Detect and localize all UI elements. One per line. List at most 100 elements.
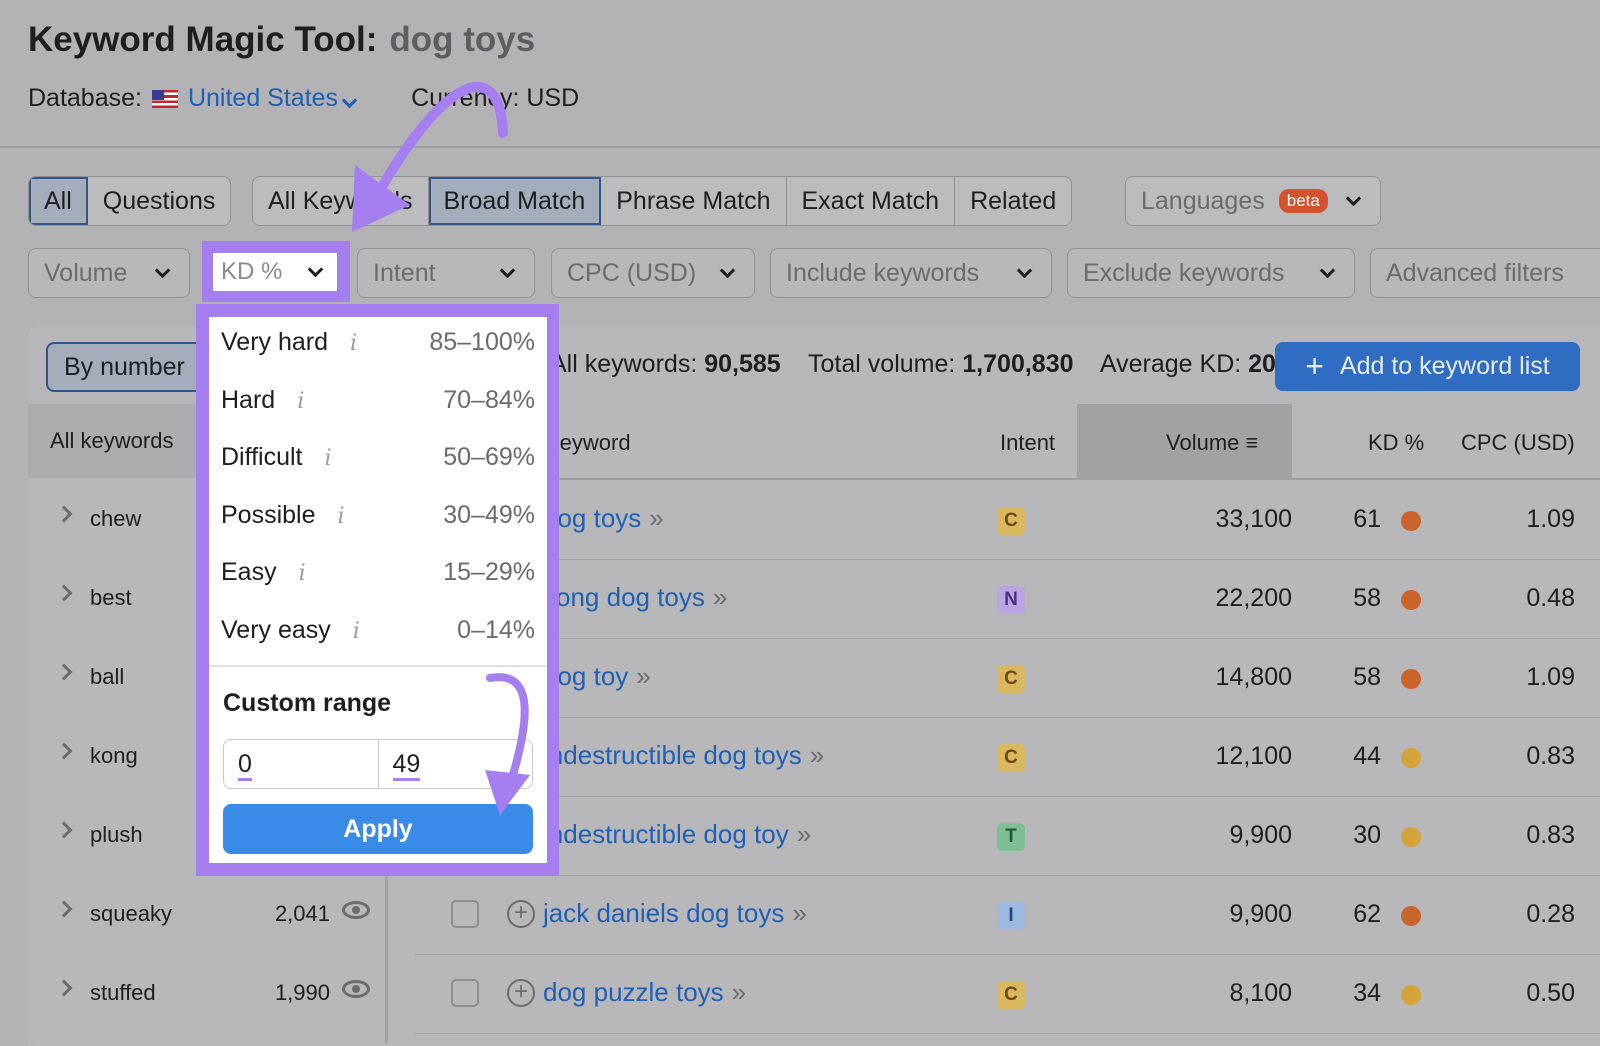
chevron-right-icon — [55, 821, 73, 839]
tab-broad-match[interactable]: Broad Match — [428, 177, 602, 225]
exclude-keywords-filter[interactable]: Exclude keywords — [1067, 248, 1355, 298]
table-row: + jack daniels dog toys» I 9,900 62 0.28 — [415, 876, 1600, 955]
chevron-right-icon — [55, 505, 73, 523]
apply-button[interactable]: Apply — [223, 804, 533, 854]
sidebar-item[interactable]: best — [28, 579, 388, 619]
keyword-link[interactable]: jack daniels dog toys» — [543, 898, 807, 928]
database-row: Database: United States Currency: USD — [28, 84, 579, 113]
kd-cell: 44 — [1353, 742, 1381, 770]
double-chevron-icon: » — [796, 819, 812, 849]
keyword-link[interactable]: indestructible dog toys» — [543, 740, 825, 770]
volume-cell: 8,100 — [1229, 979, 1292, 1007]
add-plus-icon[interactable]: + — [507, 900, 535, 928]
kd-from-input[interactable]: 0 — [224, 740, 379, 788]
kd-option[interactable]: Easy i 15–29% — [221, 558, 535, 586]
eye-icon[interactable] — [342, 901, 370, 919]
advanced-filters[interactable]: Advanced filters — [1370, 248, 1600, 298]
sidebar-item[interactable]: plush — [28, 816, 388, 856]
volume-header-sorted[interactable] — [1077, 404, 1292, 480]
add-to-keyword-list-button[interactable]: + Add to keyword list — [1275, 342, 1580, 391]
intent-header[interactable]: Intent — [1000, 430, 1056, 455]
chevron-down-icon — [1345, 190, 1362, 206]
row-checkbox[interactable] — [451, 979, 479, 1007]
volume-cell: 9,900 — [1229, 900, 1292, 928]
tab-phrase-match[interactable]: Phrase Match — [601, 177, 787, 225]
chevron-down-icon — [154, 262, 171, 278]
kd-range: 15–29% — [443, 558, 535, 586]
cpc-cell: 0.83 — [1526, 742, 1575, 770]
info-icon[interactable]: i — [297, 388, 305, 414]
row-checkbox[interactable] — [451, 900, 479, 928]
info-icon[interactable]: i — [324, 446, 332, 471]
volume-filter[interactable]: Volume — [28, 248, 190, 298]
database-select[interactable]: United States — [188, 84, 361, 113]
add-plus-icon[interactable]: + — [507, 979, 535, 1007]
group-count: 2,041 — [274, 901, 330, 926]
keyword-header[interactable]: Keyword — [545, 430, 631, 455]
sort-icon: ≡ — [1245, 430, 1259, 455]
kd-header[interactable]: KD % — [1368, 430, 1425, 455]
intent-badge: N — [997, 586, 1025, 614]
us-flag-icon — [151, 89, 178, 108]
kd-dot-icon — [1401, 906, 1421, 926]
cpc-filter[interactable]: CPC (USD) — [551, 248, 755, 298]
keyword-link[interactable]: dog toys» — [543, 503, 664, 533]
tab-related[interactable]: Related — [970, 186, 1057, 215]
languages-dropdown[interactable]: Languages beta — [1125, 176, 1381, 226]
kd-option[interactable]: Hard i 70–84% — [221, 385, 535, 414]
tab-exact-match[interactable]: Exact Match — [787, 177, 956, 225]
kd-dot-icon — [1401, 748, 1421, 768]
tab-all-keywords[interactable]: All Keywords — [253, 177, 429, 225]
group-name: stuffed — [90, 980, 156, 1005]
chevron-right-icon — [55, 979, 73, 997]
database-label: Database: — [28, 84, 142, 112]
intent-badge: C — [997, 744, 1025, 772]
double-chevron-icon: » — [649, 503, 664, 533]
include-keywords-filter[interactable]: Include keywords — [770, 248, 1052, 298]
keyword-link[interactable]: indestructible dog toy» — [543, 819, 812, 849]
intent-badge: C — [997, 981, 1025, 1009]
tab-all[interactable]: All — [29, 177, 88, 225]
kd-option[interactable]: Very easy i 0–14% — [221, 615, 535, 644]
tab-questions[interactable]: Questions — [102, 186, 216, 215]
kd-dot-icon — [1401, 669, 1421, 689]
eye-icon[interactable] — [342, 980, 370, 998]
chevron-down-icon — [499, 262, 516, 278]
custom-range-label: Custom range — [223, 689, 392, 717]
keyword-link[interactable]: dog puzzle toys» — [543, 977, 747, 1007]
info-icon[interactable]: i — [352, 618, 360, 644]
sidebar-item[interactable]: stuffed 1,990 — [28, 974, 388, 1014]
cpc-header[interactable]: CPC (USD) — [1461, 430, 1575, 455]
sidebar-item[interactable]: ball — [28, 658, 388, 698]
sidebar-item[interactable]: chew — [28, 500, 388, 540]
kd-to-input[interactable]: 49 — [379, 740, 533, 788]
kd-option[interactable]: Difficult i 50–69% — [221, 443, 535, 471]
volume-cell: 14,800 — [1215, 663, 1292, 691]
sidebar-item[interactable]: squeaky 2,041 — [28, 895, 388, 935]
kd-option[interactable]: Very hard i 85–100% — [221, 328, 535, 356]
chevron-down-icon — [719, 262, 736, 278]
kd-range: 85–100% — [429, 328, 535, 356]
chevron-down-icon — [1319, 262, 1336, 278]
by-number-toggle[interactable]: By number — [46, 342, 206, 392]
volume-header[interactable]: Volume ≡ — [1166, 430, 1259, 455]
group-name: plush — [90, 822, 143, 847]
chevron-right-icon — [55, 584, 73, 602]
info-icon[interactable]: i — [298, 561, 306, 586]
kd-option[interactable]: Possible i 30–49% — [221, 500, 535, 529]
page-title: Keyword Magic Tool: dog toys — [28, 20, 536, 59]
kd-dot-icon — [1401, 827, 1421, 847]
info-icon[interactable]: i — [337, 503, 345, 529]
sidebar-item[interactable]: kong — [28, 737, 388, 777]
double-chevron-icon: » — [792, 898, 807, 928]
intent-filter[interactable]: Intent — [357, 248, 535, 298]
kd-filter[interactable]: KD % — [213, 253, 337, 291]
group-name: ball — [90, 664, 125, 689]
cpc-cell: 0.48 — [1526, 584, 1575, 612]
info-icon[interactable]: i — [350, 331, 358, 356]
keyword-link[interactable]: dog toy» — [543, 661, 651, 691]
volume-cell: 9,900 — [1229, 821, 1292, 849]
keyword-link[interactable]: kong dog toys» — [543, 582, 728, 612]
